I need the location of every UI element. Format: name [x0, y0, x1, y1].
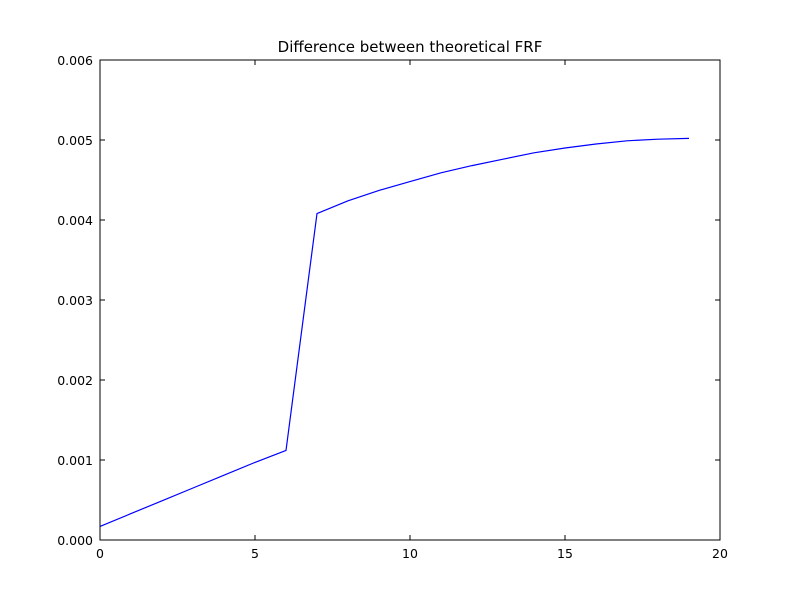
x-tick-label: 0	[96, 546, 104, 561]
x-tick-label: 10	[402, 546, 418, 561]
y-tick-label: 0.005	[57, 133, 93, 148]
y-tick-labels: 0.000 0.001 0.002 0.003 0.004 0.005 0.006	[57, 53, 93, 548]
y-tick-label: 0.004	[57, 213, 93, 228]
y-tick-label: 0.000	[57, 533, 93, 548]
series-layer	[99, 137, 690, 527]
y-tick-label: 0.001	[57, 453, 93, 468]
y-tick-label: 0.002	[57, 373, 93, 388]
x-tick-label: 5	[251, 546, 259, 561]
y-tick-label: 0.003	[57, 293, 93, 308]
series-line-0	[99, 137, 690, 527]
chart-title: Difference between theoretical FRF	[278, 38, 543, 56]
plot-frame	[99, 59, 721, 541]
x-tick-label: 15	[557, 546, 573, 561]
y-tick-label: 0.006	[57, 53, 93, 68]
x-tick-label: 20	[712, 546, 728, 561]
x-tick-labels: 0 5 10 15 20	[96, 546, 728, 561]
